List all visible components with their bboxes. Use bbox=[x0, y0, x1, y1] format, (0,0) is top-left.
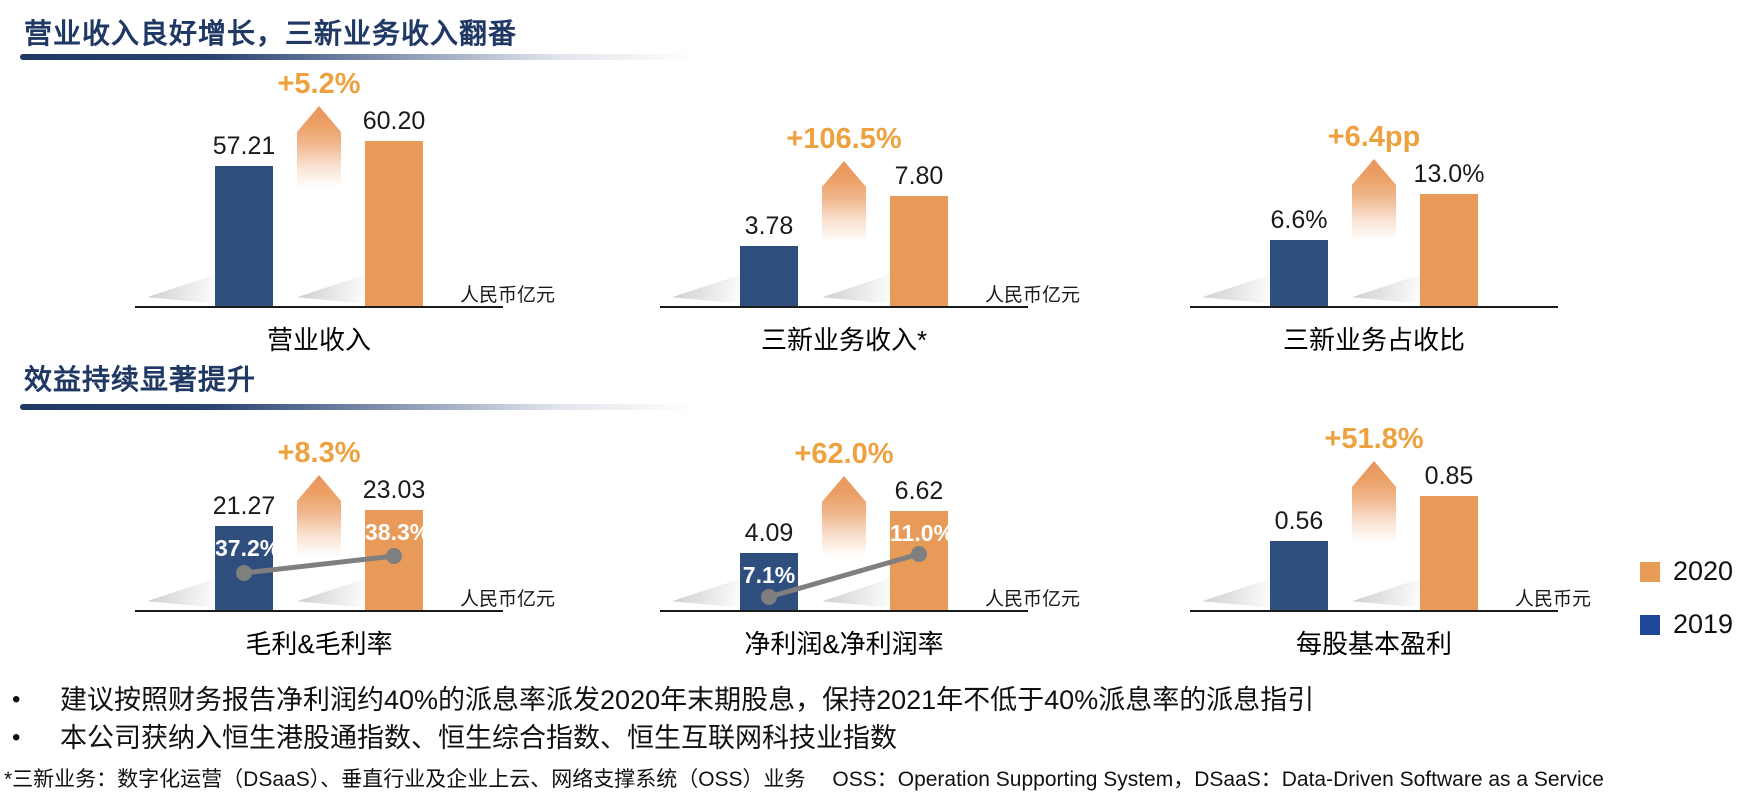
growth-label: +62.0% bbox=[794, 438, 894, 470]
plot-area: +5.2% 57.21 60.20 bbox=[135, 68, 503, 308]
growth-riser: +8.3% bbox=[273, 437, 365, 571]
legend-label: 2019 bbox=[1673, 609, 1734, 639]
plot-area: +8.3% 21.27 37.2% 23.03 38.3% bbox=[135, 392, 503, 612]
bar-2020: 0.85 bbox=[1420, 462, 1478, 610]
section2-divider bbox=[20, 404, 710, 410]
x-axis-line bbox=[1190, 306, 1558, 308]
rate-label: 11.0% bbox=[890, 520, 954, 546]
rate-label: 37.2% bbox=[215, 535, 281, 561]
bullet-icon: • bbox=[12, 686, 21, 713]
bar-value: 13.0% bbox=[1413, 160, 1485, 188]
rate-label: 38.3% bbox=[365, 519, 431, 545]
plot-area: +6.4pp 6.6% 13.0% bbox=[1190, 68, 1558, 308]
growth-riser: +6.4pp bbox=[1328, 121, 1420, 255]
section1-title: 营业收入良好增长，三新业务收入翻番 bbox=[24, 18, 518, 49]
bar-2019: 21.27 37.2% bbox=[213, 492, 281, 610]
plot-area: +106.5% 3.78 7.80 bbox=[660, 68, 1028, 308]
up-arrow-icon bbox=[822, 476, 866, 572]
section1-divider bbox=[20, 54, 710, 60]
bar-2020: 23.03 38.3% bbox=[363, 476, 431, 610]
up-arrow-icon bbox=[1352, 159, 1396, 255]
chart-gross-profit: +8.3% 21.27 37.2% 23.03 38.3% 人民币亿元 毛利&毛… bbox=[130, 392, 630, 664]
growth-riser: +62.0% bbox=[794, 438, 894, 572]
bar-value: 0.85 bbox=[1424, 462, 1474, 490]
unit-label: 人民币亿元 bbox=[460, 589, 556, 610]
bullet-text: 建议按照财务报告净利润约40%的派息率派发2020年末期股息，保持2021年不低… bbox=[60, 685, 1315, 715]
bar-2020: 60.20 bbox=[363, 107, 425, 306]
bar-value: 60.20 bbox=[362, 107, 426, 135]
growth-label: +51.8% bbox=[1324, 423, 1424, 455]
chart-legend: 2020 2019 bbox=[1640, 556, 1733, 662]
bar-2020: 13.0% bbox=[1414, 160, 1484, 306]
bullet-icon: • bbox=[12, 724, 21, 751]
unit-label: 人民币亿元 bbox=[985, 589, 1081, 610]
bar-value: 7.80 bbox=[894, 162, 944, 190]
bar-2019: 6.6% bbox=[1270, 206, 1328, 306]
section2-title: 效益持续显著提升 bbox=[24, 364, 257, 395]
unit-label: 人民币元 bbox=[1515, 589, 1592, 610]
chart-title: 毛利&毛利率 bbox=[245, 629, 393, 659]
bar-value: 0.56 bbox=[1274, 507, 1324, 535]
growth-riser: +106.5% bbox=[786, 123, 902, 257]
bullet-text: 本公司获纳入恒生港股通指数、恒生综合指数、恒生互联网科技业指数 bbox=[60, 723, 897, 753]
x-axis-line bbox=[135, 610, 503, 612]
bar-2020: 6.62 11.0% bbox=[890, 477, 954, 610]
plot-area: +62.0% 4.09 7.1% 6.62 11.0% bbox=[660, 392, 1028, 612]
bar-value: 6.6% bbox=[1270, 206, 1328, 234]
chart-three-new-share: +6.4pp 6.6% 13.0% 三新业务占收比 bbox=[1185, 68, 1685, 360]
up-arrow-icon bbox=[1352, 461, 1396, 557]
x-axis-line bbox=[1190, 610, 1558, 612]
chart-title: 三新业务收入* bbox=[760, 325, 928, 355]
unit-label: 人民币亿元 bbox=[460, 285, 556, 306]
unit-label: 人民币亿元 bbox=[985, 285, 1081, 306]
bar-value: 3.78 bbox=[744, 212, 794, 240]
bullet-dividend: • 建议按照财务报告净利润约40%的派息率派发2020年末期股息，保持2021年… bbox=[12, 681, 1742, 719]
chart-eps: +51.8% 0.56 0.85 人民币元 每股基本盈利 bbox=[1185, 392, 1685, 664]
legend-item-2020: 2020 bbox=[1640, 556, 1733, 587]
growth-riser: +51.8% bbox=[1324, 423, 1424, 557]
bullet-index-inclusion: • 本公司获纳入恒生港股通指数、恒生综合指数、恒生互联网科技业指数 bbox=[12, 719, 1742, 757]
chart-net-profit: +62.0% 4.09 7.1% 6.62 11.0% 人民币亿元 净利润&净利… bbox=[655, 392, 1155, 664]
x-axis-line bbox=[135, 306, 503, 308]
bar-2019: 57.21 bbox=[213, 132, 275, 306]
bar-value: 57.21 bbox=[212, 132, 276, 160]
x-axis-line bbox=[660, 306, 1028, 308]
x-axis-line bbox=[660, 610, 1028, 612]
bar-value: 4.09 bbox=[744, 519, 794, 547]
growth-riser: +5.2% bbox=[273, 68, 365, 202]
up-arrow-icon bbox=[297, 475, 341, 571]
legend-item-2019: 2019 bbox=[1640, 609, 1733, 640]
up-arrow-icon bbox=[297, 106, 341, 202]
bar-value: 23.03 bbox=[362, 476, 426, 504]
growth-label: +6.4pp bbox=[1327, 121, 1421, 153]
summary-bullets: • 建议按照财务报告净利润约40%的派息率派发2020年末期股息，保持2021年… bbox=[12, 681, 1742, 757]
bar-2020: 7.80 bbox=[890, 162, 948, 306]
bar-2019: 0.56 bbox=[1270, 507, 1328, 610]
legend-label: 2020 bbox=[1673, 556, 1734, 586]
bar-value: 6.62 bbox=[894, 477, 944, 505]
chart-title: 净利润&净利润率 bbox=[744, 629, 944, 659]
chart-title: 营业收入 bbox=[266, 325, 371, 355]
chart-three-new-revenue: +106.5% 3.78 7.80 人民币亿元 三新业务收入* bbox=[655, 68, 1155, 360]
growth-label: +8.3% bbox=[277, 437, 361, 469]
growth-label: +5.2% bbox=[277, 68, 361, 100]
chart-operating-revenue: +5.2% 57.21 60.20 人民币亿元 营业收入 bbox=[130, 68, 630, 360]
legend-swatch-2020 bbox=[1640, 561, 1660, 582]
bar-2019: 4.09 7.1% bbox=[740, 519, 798, 610]
legend-swatch-2019 bbox=[1640, 614, 1660, 635]
up-arrow-icon bbox=[822, 161, 866, 257]
bar-value: 21.27 bbox=[212, 492, 276, 520]
rate-label: 7.1% bbox=[742, 562, 796, 588]
chart-title: 三新业务占收比 bbox=[1282, 325, 1465, 355]
bar-2019: 3.78 bbox=[740, 212, 798, 306]
chart-title: 每股基本盈利 bbox=[1295, 629, 1452, 659]
footnote: *三新业务：数字化运营（DSaaS）、垂直行业及企业上云、网络支撑系统（OSS）… bbox=[4, 768, 1604, 791]
plot-area: +51.8% 0.56 0.85 bbox=[1190, 392, 1558, 612]
growth-label: +106.5% bbox=[786, 123, 902, 155]
